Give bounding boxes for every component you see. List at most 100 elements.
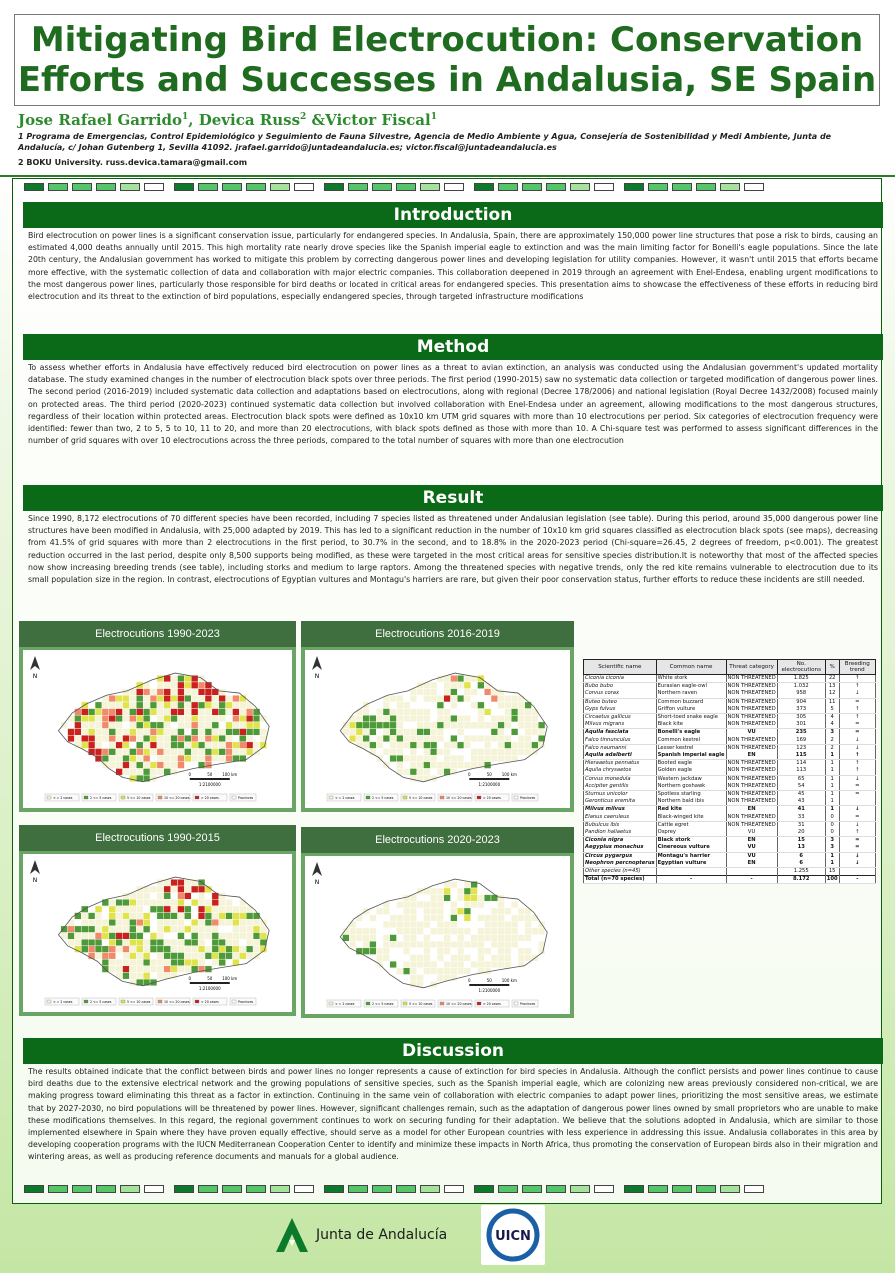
cell-scientific-name: Bubulcus ibis (583, 821, 657, 830)
th-common-name: Common name (655, 659, 727, 675)
table-row: Milvus migrans Black kite NON THREATENED 30… (583, 721, 877, 730)
cell-threat: NON THREATENED (725, 798, 778, 807)
map-grid-cell (252, 715, 261, 723)
decorative-square (720, 183, 740, 191)
legend-item (192, 793, 228, 802)
map-grid-cell (450, 681, 458, 689)
map-grid-cell (239, 905, 247, 913)
map-grid-cell (232, 741, 240, 749)
affiliation-2: 2 BOKU University. russ.devica.tamara@gm… (18, 158, 248, 167)
cell-common-name: Bonelli's eagle (655, 728, 727, 737)
map-grid-cell (409, 927, 417, 935)
map-grid-cell (403, 967, 411, 975)
cell-threat: NON THREATENED (725, 782, 778, 792)
cell-count: 6 (776, 852, 826, 860)
cell-threat: NON THREATENED (725, 775, 778, 783)
map-grid-cell (163, 912, 171, 920)
map-grid-cell (81, 945, 89, 953)
map-grid-cell (524, 921, 532, 929)
decorative-square (24, 1185, 44, 1193)
map-grid-cell (136, 761, 144, 769)
map-grid-cell (504, 708, 512, 716)
table-total-row: Total (n=70 species) - -8.172 100- (583, 875, 877, 885)
map-grid-cell (504, 934, 512, 942)
map-grid-cell (477, 721, 485, 729)
decorative-square (396, 183, 416, 191)
cell-count: 15 (776, 836, 826, 845)
map-grid-cell (389, 728, 397, 736)
map-grid-cell (463, 761, 471, 769)
map-grid-cell (197, 741, 206, 749)
map-grid-cell (403, 960, 411, 969)
map-grid-cell (81, 715, 89, 723)
map-grid-cell (511, 934, 519, 942)
map-grid-cell (74, 715, 82, 723)
cell-common-name: Spanish imperial eagle (655, 752, 727, 761)
decorative-square (222, 183, 242, 191)
map-grid-cell (457, 954, 465, 962)
map-grid-cell (136, 932, 144, 940)
header-divider (0, 175, 895, 177)
andalusia-map: N 0 50 100 km1:2100000 < = 2 cases 2 <= 5 cas… (312, 862, 548, 1008)
map-grid-cell (204, 741, 213, 749)
legend-item (326, 793, 362, 802)
map-grid-cell (457, 894, 465, 902)
legend-swatch (194, 999, 200, 1004)
map-grid-cell (163, 715, 171, 723)
map-grid-cell (115, 695, 123, 703)
scale-label: 50 (207, 976, 213, 981)
map-grid-cell (409, 708, 417, 716)
legend-label: 2 <= 5 cases (90, 1000, 112, 1004)
map-grid-cell (246, 721, 254, 729)
cell-percent: 3 (824, 844, 840, 853)
map-grid-cell (403, 728, 411, 736)
map-grid-cell (436, 701, 444, 709)
map-grid-cell (443, 688, 451, 696)
map-grid-cell (477, 927, 485, 935)
cell-percent: 0 (824, 821, 840, 830)
map-grid-cell (369, 947, 377, 955)
map-grid-cell (430, 721, 438, 729)
map-grid-cell (142, 695, 151, 703)
map-grid-cell (436, 715, 444, 723)
map-grid-cell (416, 741, 424, 749)
map-grid-cell (197, 701, 206, 709)
map-grid-cell (443, 921, 451, 929)
map-grid-cell (239, 734, 247, 743)
cell-threat: VU (725, 852, 778, 860)
legend-label: 10 <= 20 cases (164, 1000, 190, 1004)
decorative-square (744, 1185, 764, 1193)
map-grid-cell (136, 754, 144, 763)
total-cell: 8.172 (776, 875, 826, 885)
legend-swatch (231, 999, 237, 1004)
cell-common-name: Black kite (655, 721, 727, 730)
map-grid-cell (136, 912, 144, 920)
map-grid-cell (129, 978, 137, 986)
map-grid-cell (504, 715, 512, 723)
map-grid-cell (177, 899, 185, 907)
map-grid-cell (170, 919, 178, 927)
map-grid-cell (389, 708, 397, 716)
map-grid-cell (184, 938, 192, 947)
map-grid-cell (239, 741, 247, 749)
map-grid-cell (136, 708, 144, 716)
map-grid-cell (443, 681, 451, 689)
map-grid-cell (396, 715, 404, 723)
cell-trend: = (838, 836, 877, 845)
map-grid-cell (389, 721, 397, 729)
map-grid-cell (504, 721, 512, 729)
legend-item (474, 999, 510, 1008)
cell-common-name: Western jackdaw (655, 775, 727, 783)
cell-scientific-name: Sturnus unicolor (583, 790, 657, 799)
map-grid-cell (504, 907, 512, 915)
map-grid-cell (122, 925, 130, 933)
map-grid-cell (490, 954, 498, 962)
map-grid-cell (115, 741, 123, 749)
table-row: Gyps fulvus Griffon vulture NON THREATENED… (583, 705, 877, 714)
map-grid-cell (191, 728, 199, 736)
map-grid-cell (423, 688, 431, 696)
map-grid-cell (170, 681, 178, 689)
map-grid-cell (436, 901, 444, 909)
map-grid-cell (538, 741, 546, 749)
uicn-logo-text: UICN (495, 1229, 531, 1244)
